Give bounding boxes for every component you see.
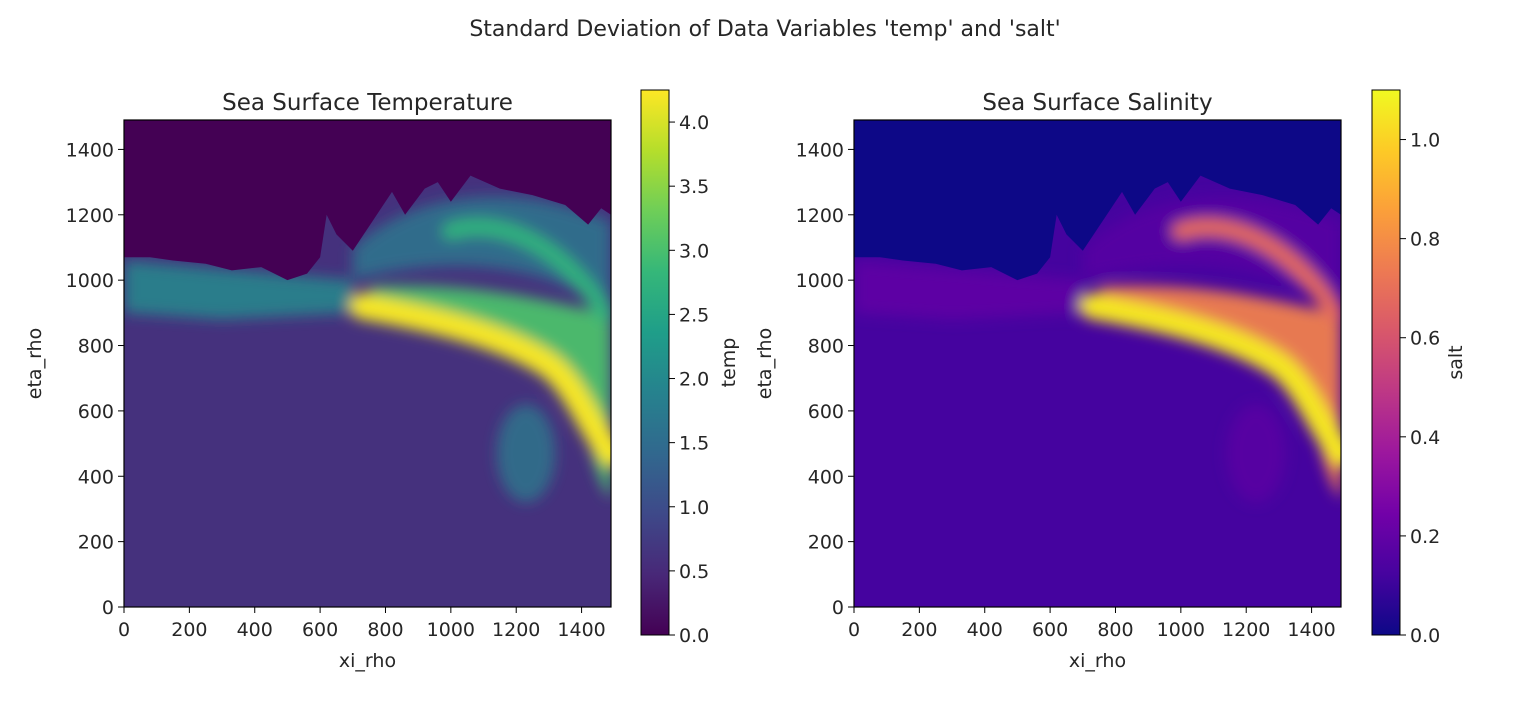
y-axis-label: eta_rho <box>754 328 776 399</box>
colorbar-tick-label: 3.5 <box>679 176 709 198</box>
x-axis-label: xi_rho <box>1069 650 1126 672</box>
colorbar-tick-label: 1.0 <box>1410 130 1440 152</box>
panel-salinity: Sea Surface Salinity 0 200 400 600 800 1000 120… <box>754 89 1467 672</box>
x-tick-label: 200 <box>171 619 207 641</box>
x-tick-label: 0 <box>848 619 860 641</box>
x-tick-label: 1400 <box>1287 619 1335 641</box>
x-tick-label: 800 <box>1097 619 1133 641</box>
colorbar-gradient <box>640 89 670 636</box>
x-tick-label: 200 <box>901 619 937 641</box>
southern-plume <box>496 404 556 503</box>
colorbar-tick-label: 0.5 <box>679 561 709 583</box>
colorbar: 0.0 0.5 1.0 1.5 2.0 2.5 3.0 3.5 4.0 temp <box>640 89 740 647</box>
jet-broad <box>359 285 611 500</box>
y-tick-label: 0 <box>832 597 844 619</box>
y-tick-label: 1400 <box>796 139 844 161</box>
y-tick-label: 400 <box>78 466 114 488</box>
axes-frame <box>853 119 1342 608</box>
colorbar-label: temp <box>718 338 740 388</box>
x-axis-label: xi_rho <box>339 650 396 672</box>
colorbar-label: salt <box>1445 345 1467 379</box>
colorbar-tick-label: 0.0 <box>679 625 709 647</box>
panel-temperature: Sea Surface Temperature 0 200 400 600 800 1000… <box>24 89 740 672</box>
x-tick-label: 1000 <box>427 619 475 641</box>
x-tick-label: 800 <box>367 619 403 641</box>
x-tick-label: 400 <box>967 619 1003 641</box>
y-tick-label: 1000 <box>796 270 844 292</box>
variability-features <box>124 196 611 503</box>
colorbar-tick-label: 2.5 <box>679 304 709 326</box>
jet-core <box>1079 293 1341 467</box>
land-mask <box>854 120 1341 281</box>
y-tick-label: 200 <box>808 532 844 554</box>
colorbar-tick-label: 1.5 <box>679 433 709 455</box>
y-tick-label: 400 <box>808 466 844 488</box>
x-tick-label: 400 <box>237 619 273 641</box>
heatmap-field <box>124 120 611 607</box>
x-tick-label: 0 <box>118 619 130 641</box>
colorbar-tick-label: 2.0 <box>679 369 709 391</box>
colorbar-tick-label: 4.0 <box>679 112 709 134</box>
y-tick-label: 600 <box>808 401 844 423</box>
filament <box>1171 218 1341 322</box>
northern-shelf-band <box>1082 196 1341 313</box>
heatmap-field <box>854 120 1341 607</box>
colorbar-tick-label: 0.0 <box>1410 625 1440 647</box>
y-tick-label: 1000 <box>66 270 114 292</box>
land-mask <box>124 120 611 281</box>
southern-plume <box>1226 404 1286 503</box>
colorbar-tick-label: 1.0 <box>679 497 709 519</box>
y-tick-label: 200 <box>78 532 114 554</box>
x-tick-label: 600 <box>302 619 338 641</box>
colorbar-tick-label: 0.6 <box>1410 328 1440 350</box>
y-tick-label: 1200 <box>66 205 114 227</box>
colorbar-tick-label: 0.4 <box>1410 427 1440 449</box>
colorbar-tick-label: 0.2 <box>1410 526 1440 548</box>
jet-core <box>349 293 611 467</box>
y-tick-label: 600 <box>78 401 114 423</box>
y-axis-label: eta_rho <box>24 328 46 399</box>
y-tick-label: 800 <box>808 336 844 358</box>
panel-title: Sea Surface Temperature <box>222 90 513 116</box>
jet-broad <box>1089 285 1341 500</box>
coastal-band <box>854 260 1083 320</box>
northern-shelf-band <box>352 196 611 313</box>
filament <box>441 218 611 322</box>
axes-frame <box>123 119 612 608</box>
colorbar-tick-label: 0.8 <box>1410 229 1440 251</box>
x-tick-label: 600 <box>1032 619 1068 641</box>
x-tick-label: 1400 <box>557 619 605 641</box>
y-tick-label: 800 <box>78 336 114 358</box>
colorbar: 0.0 0.2 0.4 0.6 0.8 1.0 salt <box>1371 89 1467 647</box>
y-tick-label: 1200 <box>796 205 844 227</box>
colorbar-tick-label: 3.0 <box>679 240 709 262</box>
y-tick-label: 1400 <box>66 139 114 161</box>
panel-title: Sea Surface Salinity <box>982 90 1212 116</box>
x-tick-label: 1200 <box>1222 619 1270 641</box>
colorbar-gradient <box>1371 89 1401 636</box>
x-tick-label: 1200 <box>492 619 540 641</box>
coastal-band <box>124 260 353 320</box>
variability-features <box>854 196 1341 503</box>
figure-title: Standard Deviation of Data Variables 'te… <box>469 17 1061 42</box>
x-tick-label: 1000 <box>1157 619 1205 641</box>
y-tick-label: 0 <box>102 597 114 619</box>
